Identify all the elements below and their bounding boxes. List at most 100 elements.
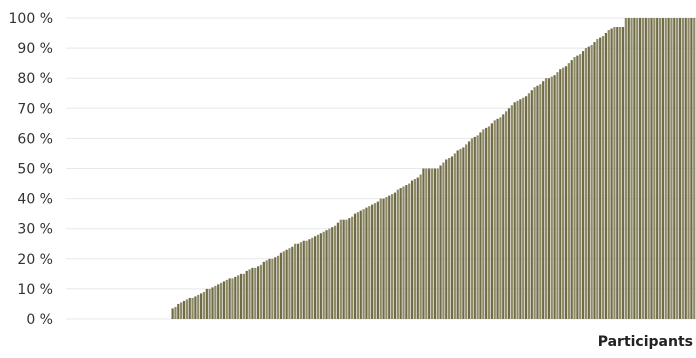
y-axis-ticks: 0 % 10 % 20 % 30 % 40 % 50 % 60 % 70 % 80 % 90 % 1… [9, 11, 53, 328]
bar-participant [573, 57, 576, 319]
y-tick-label: 50 % [17, 162, 53, 178]
bar-participant [547, 78, 550, 319]
bar-participant [219, 282, 223, 319]
bar-participant [237, 275, 240, 319]
bar-series [171, 18, 696, 320]
bar-participant [650, 18, 653, 319]
bar-participant [445, 159, 448, 319]
bar-participant [276, 255, 280, 319]
bar-participant [562, 67, 565, 319]
bar-participant [314, 236, 317, 319]
bar-participant [180, 302, 183, 319]
bar-participant [419, 174, 422, 319]
bar-participant [502, 114, 505, 319]
bar-participant [601, 36, 605, 320]
bar-participant [658, 18, 662, 319]
bar-participant [316, 234, 320, 319]
bar-participant [402, 186, 405, 319]
bar-participant [362, 209, 365, 319]
bar-participant [459, 148, 462, 319]
bar-participant [678, 18, 682, 319]
bar-participant [200, 293, 203, 319]
bar-participant [214, 285, 217, 319]
bar-participant [510, 105, 513, 319]
bar-participant [177, 303, 180, 319]
bar-participant [299, 242, 302, 319]
bar-participant [559, 69, 562, 319]
bar-participant [604, 33, 607, 320]
bar-participant [239, 273, 243, 319]
bar-participant [328, 228, 331, 319]
y-tick-label: 90 % [17, 41, 53, 57]
bar-participant [436, 168, 439, 319]
bar-participant [279, 252, 283, 319]
bar-participant [308, 239, 311, 319]
bar-participant [448, 157, 451, 319]
bar-participant [462, 147, 465, 319]
bar-participant [228, 278, 231, 319]
bar-participant [294, 243, 297, 319]
bar-participant [282, 251, 285, 319]
bar-participant [274, 257, 277, 319]
bar-participant [681, 18, 684, 319]
bar-participant [259, 264, 263, 319]
bar-participant [319, 233, 322, 319]
bar-participant [399, 188, 402, 319]
bar-participant [653, 18, 656, 319]
bar-participant [188, 297, 191, 319]
bar-participant [262, 261, 265, 319]
bar-participant [542, 81, 545, 320]
bar-participant [254, 267, 257, 319]
bar-participant [613, 27, 616, 320]
bar-participant [365, 207, 368, 319]
bar-participant [490, 123, 493, 319]
bar-participant [687, 18, 690, 319]
bar-participant [516, 100, 519, 319]
bar-participant [197, 294, 200, 319]
bar-participant [633, 18, 636, 319]
bar-participant [396, 189, 399, 319]
bar-participant [231, 278, 234, 319]
bar-participant [499, 117, 502, 319]
bar-participant [465, 144, 468, 319]
bar-participant [385, 197, 388, 319]
bar-participant [322, 231, 325, 319]
bar-participant [390, 194, 394, 319]
bar-participant [576, 55, 579, 320]
bar-participant [505, 111, 508, 319]
bar-participant [581, 51, 585, 320]
bar-participant [185, 299, 188, 319]
bar-participant [248, 269, 251, 319]
bar-participant [368, 206, 371, 320]
bar-participant [433, 168, 436, 319]
bar-participant [647, 18, 650, 319]
bar-participant [191, 297, 194, 319]
bar-participant [456, 150, 459, 319]
bar-participant [536, 85, 539, 319]
bar-participant [296, 243, 300, 319]
bar-participant [182, 300, 186, 319]
x-axis-label: Participants [598, 334, 693, 350]
bar-participant [413, 179, 417, 319]
bar-participant [670, 18, 673, 319]
bar-participant [356, 212, 360, 319]
bar-participant [251, 267, 254, 319]
bar-participant [205, 288, 208, 319]
bar-participant [225, 279, 228, 319]
bar-participant [624, 18, 627, 319]
bar-participant [208, 288, 211, 319]
bar-participant [285, 249, 288, 319]
bar-participant [621, 27, 625, 320]
y-tick-label: 60 % [17, 131, 53, 147]
bar-participant [473, 136, 476, 319]
bar-participant [619, 27, 622, 320]
bar-participant [693, 18, 696, 319]
bar-participant [376, 201, 379, 319]
bar-participant [174, 306, 177, 319]
bar-participant [331, 227, 334, 319]
bar-participant [667, 18, 670, 319]
bar-participant [234, 276, 237, 319]
bar-participant [533, 87, 536, 319]
bar-participant [522, 97, 525, 320]
